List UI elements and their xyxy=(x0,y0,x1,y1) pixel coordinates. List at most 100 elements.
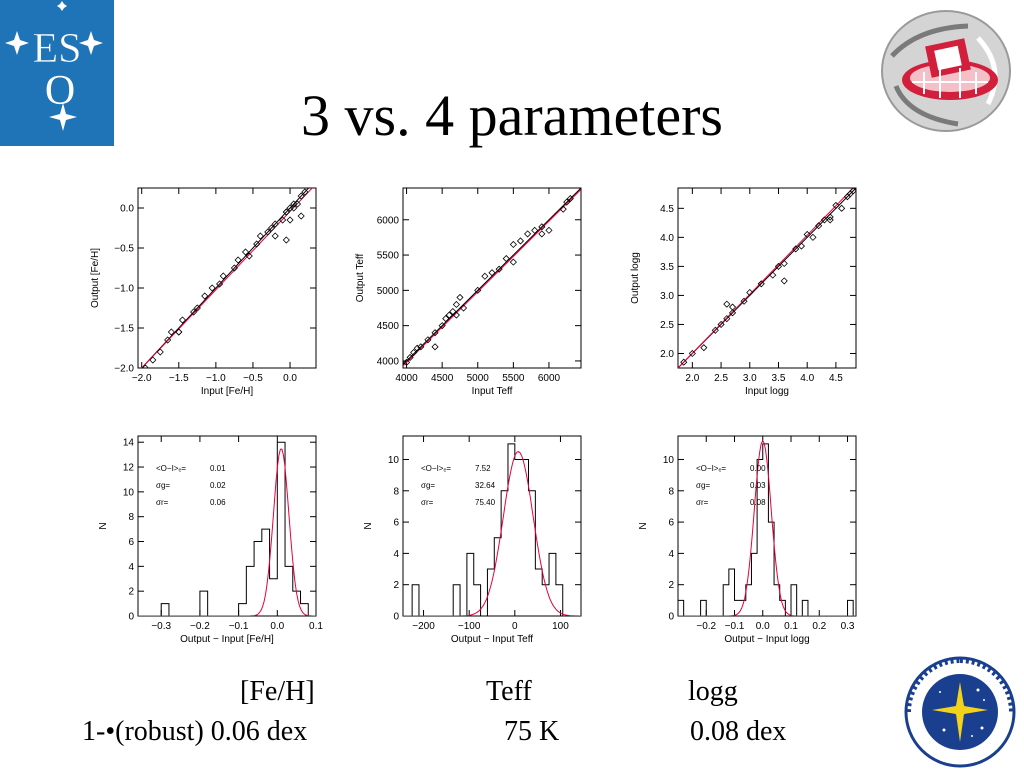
data-point xyxy=(488,269,496,277)
y-axis-label: N xyxy=(363,522,374,529)
data-point xyxy=(445,311,453,319)
plot-area xyxy=(678,188,856,368)
x-axis-label: Output − Input logg xyxy=(724,634,809,645)
plot-area xyxy=(403,188,581,367)
data-point xyxy=(780,259,788,268)
iac-logo xyxy=(904,656,1016,768)
data-point xyxy=(531,226,539,234)
x-tick-label: 0.3 xyxy=(841,621,855,632)
plot-area xyxy=(138,441,316,616)
data-point xyxy=(264,228,272,236)
y-tick-label: −1.0 xyxy=(114,284,134,295)
data-point xyxy=(728,309,737,317)
column-label-feh: [Fe/H] xyxy=(240,676,315,707)
plot-area xyxy=(678,439,856,616)
x-tick-label: −0.1 xyxy=(229,621,249,632)
star-icon xyxy=(49,103,77,131)
data-point xyxy=(279,216,287,224)
data-point xyxy=(413,344,421,352)
data-point xyxy=(780,277,788,285)
x-axis-label: Output − Input Teff xyxy=(451,634,533,645)
stat-value: 0.00 xyxy=(750,464,766,473)
y-tick-label: 2.0 xyxy=(660,349,674,360)
data-point xyxy=(459,304,468,312)
data-point xyxy=(809,233,817,241)
data-point xyxy=(700,344,708,352)
data-point xyxy=(290,204,298,212)
slide-title: 3 vs. 4 parameters xyxy=(301,83,723,148)
plot-frame xyxy=(137,435,317,617)
data-point xyxy=(680,358,688,366)
data-point xyxy=(456,293,464,301)
gaussian-fit-curve xyxy=(138,448,316,616)
plot-area xyxy=(403,443,581,616)
data-point xyxy=(293,200,302,208)
y-tick-label: 0 xyxy=(668,612,674,623)
data-point xyxy=(156,348,164,356)
column-label-teff: Teff xyxy=(486,676,532,707)
x-tick-label: −0.2 xyxy=(696,621,716,632)
y-tick-label: 4 xyxy=(128,562,134,573)
value-teff: 75 K xyxy=(504,716,560,747)
histogram-bars xyxy=(678,443,854,616)
data-point xyxy=(797,242,806,250)
x-tick-label: −1.0 xyxy=(206,373,226,384)
y-tick-label: −0.5 xyxy=(114,244,134,255)
fit-line xyxy=(678,188,854,368)
x-tick-label: −100 xyxy=(458,621,481,632)
data-point xyxy=(815,222,823,230)
stat-label: σr= xyxy=(421,498,434,507)
histogram-bars xyxy=(405,443,577,616)
data-point xyxy=(230,264,238,272)
y-tick-label: 5000 xyxy=(377,286,400,297)
x-tick-label: 0.0 xyxy=(270,621,284,632)
y-tick-label: 10 xyxy=(123,487,135,498)
plot-frame xyxy=(402,187,582,369)
plot-frame xyxy=(402,435,582,617)
data-point xyxy=(178,316,187,324)
row-label-robust: 1-•(robust) 0.06 dex xyxy=(82,716,308,747)
eso-letters-top: ES xyxy=(32,26,81,72)
stat-value: 7.52 xyxy=(475,464,491,473)
x-tick-label: −0.2 xyxy=(190,621,210,632)
y-tick-label: 4 xyxy=(393,549,399,560)
y-tick-label: 12 xyxy=(123,463,135,474)
eso-letters-bottom: O xyxy=(45,68,75,114)
data-point xyxy=(538,230,546,238)
x-tick-label: −0.3 xyxy=(151,621,171,632)
data-point xyxy=(149,356,157,364)
stat-value: 32.64 xyxy=(475,481,496,490)
stat-label: σg= xyxy=(696,481,710,490)
hist-logg-chart: −0.2 −0.1 0.0 0.1 0.2 0.3 0 2 4 6 8 10 Output − Inpu… xyxy=(638,435,857,645)
y-tick-label: 14 xyxy=(123,438,135,449)
data-point xyxy=(297,212,305,220)
hist-feh-chart: −0.3 −0.2 −0.1 0.0 0.1 0 2 4 6 8 10 12 14 Output − In… xyxy=(98,435,323,645)
data-point xyxy=(406,353,414,361)
x-tick-label: 3.5 xyxy=(772,373,786,384)
x-tick-label: 5000 xyxy=(467,373,490,384)
data-point xyxy=(438,322,446,330)
data-point xyxy=(826,216,834,224)
x-tick-label: 0 xyxy=(512,621,518,632)
x-tick-label: 0.2 xyxy=(812,621,826,632)
data-point xyxy=(849,188,856,195)
data-point xyxy=(559,205,567,213)
stat-value: 0.08 xyxy=(750,498,766,507)
scatter-logg-chart: 2.0 2.5 3.0 3.5 4.0 4.5 2.0 2.5 3.0 3.5 4.0 4.5 Inpu… xyxy=(630,187,857,397)
x-tick-label: 4.5 xyxy=(829,373,843,384)
stat-value: 0.03 xyxy=(750,481,766,490)
y-axis-label: Output logg xyxy=(630,252,641,304)
star-icon xyxy=(79,31,103,55)
y-tick-label: 10 xyxy=(388,455,400,466)
data-point xyxy=(803,230,811,239)
telescope-logo xyxy=(878,8,1014,134)
stat-value: 0.01 xyxy=(210,464,226,473)
star-icon xyxy=(57,1,67,11)
data-point xyxy=(431,343,439,351)
x-axis-label: Input logg xyxy=(745,386,789,397)
data-point xyxy=(711,326,719,334)
data-point xyxy=(403,358,411,366)
x-axis-label: Input [Fe/H] xyxy=(201,386,253,397)
y-tick-label: 4000 xyxy=(377,356,400,367)
data-point xyxy=(774,262,783,270)
